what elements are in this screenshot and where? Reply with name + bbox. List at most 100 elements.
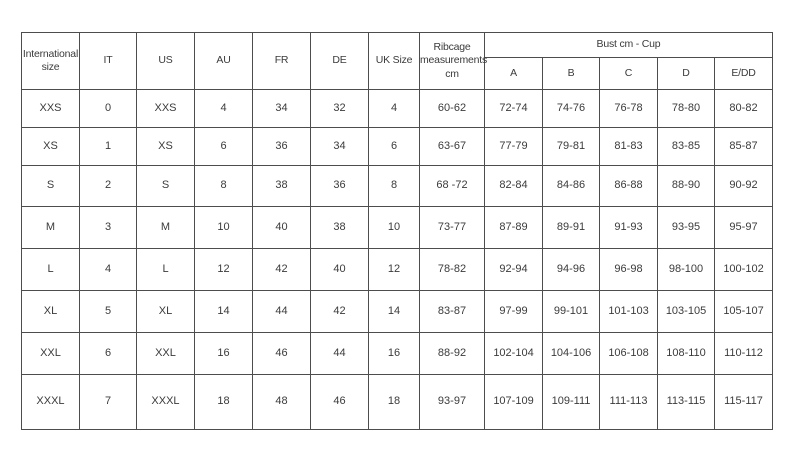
- table-cell: 107-109: [484, 374, 543, 430]
- table-cell: 87-89: [484, 206, 543, 249]
- table-cell: 14: [194, 290, 253, 333]
- table-cell: 6: [194, 127, 253, 166]
- table-cell: 32: [310, 89, 369, 128]
- table-cell: 4: [79, 248, 137, 291]
- table-cell: 42: [310, 290, 369, 333]
- col-header-cup-d: D: [657, 57, 715, 90]
- table-cell: XXL: [21, 332, 80, 375]
- table-cell: XS: [136, 127, 195, 166]
- col-header-it: IT: [79, 32, 137, 90]
- table-cell: XS: [21, 127, 80, 166]
- table-cell: 80-82: [714, 89, 773, 128]
- table-cell: 5: [79, 290, 137, 333]
- table-cell: 111-113: [599, 374, 658, 430]
- table-cell: 78-82: [419, 248, 485, 291]
- table-cell: 83-85: [657, 127, 715, 166]
- table-cell: 93-97: [419, 374, 485, 430]
- table-cell: 8: [194, 165, 253, 207]
- table-cell: 40: [310, 248, 369, 291]
- table-cell: 108-110: [657, 332, 715, 375]
- table-cell: 38: [252, 165, 311, 207]
- table-cell: XXXL: [136, 374, 195, 430]
- table-cell: 18: [194, 374, 253, 430]
- table-cell: 12: [368, 248, 420, 291]
- table-cell: 106-108: [599, 332, 658, 375]
- table-cell: 82-84: [484, 165, 543, 207]
- table-cell: 115-117: [714, 374, 773, 430]
- table-cell: 16: [194, 332, 253, 375]
- table-cell: XL: [136, 290, 195, 333]
- table-cell: 36: [252, 127, 311, 166]
- col-header-bust-cup-group: Bust cm - Cup: [484, 32, 773, 58]
- table-cell: 4: [368, 89, 420, 128]
- table-cell: 18: [368, 374, 420, 430]
- table-row: S 2 S 8 38 36 8 68 -72 82-84 84-86 86-88 88-90 90-92: [21, 165, 773, 207]
- table-cell: 77-79: [484, 127, 543, 166]
- table-cell: 81-83: [599, 127, 658, 166]
- table-cell: 44: [310, 332, 369, 375]
- table-cell: XL: [21, 290, 80, 333]
- table-cell: S: [21, 165, 80, 207]
- table-cell: 98-100: [657, 248, 715, 291]
- col-header-de: DE: [310, 32, 369, 90]
- table-cell: 8: [368, 165, 420, 207]
- table-header: International size IT US AU FR DE UK Siz…: [21, 32, 773, 90]
- header-row-group: International size IT US AU FR DE UK Siz…: [21, 32, 773, 90]
- table-cell: 74-76: [542, 89, 600, 128]
- table-body: XXS 0 XXS 4 34 32 4 60-62 72-74 74-76 76-78 78-80 80…: [21, 89, 773, 430]
- table-cell: 92-94: [484, 248, 543, 291]
- table-cell: S: [136, 165, 195, 207]
- table-cell: 104-106: [542, 332, 600, 375]
- table-cell: 4: [194, 89, 253, 128]
- table-cell: 105-107: [714, 290, 773, 333]
- table-cell: 91-93: [599, 206, 658, 249]
- col-header-ribcage: Ribcage measurements cm: [419, 32, 487, 90]
- table-cell: 6: [79, 332, 137, 375]
- table-cell: 10: [368, 206, 420, 249]
- table-cell: 40: [252, 206, 311, 249]
- col-header-au: AU: [194, 32, 253, 90]
- table-cell: 42: [252, 248, 311, 291]
- table-cell: 85-87: [714, 127, 773, 166]
- header-row-cups: A B C D E/DD: [22, 57, 773, 90]
- table-cell: 78-80: [657, 89, 715, 128]
- table-cell: M: [136, 206, 195, 249]
- table-cell: 88-92: [419, 332, 485, 375]
- table-cell: 6: [368, 127, 420, 166]
- table-cell: 0: [79, 89, 137, 128]
- table-cell: 86-88: [599, 165, 658, 207]
- table-cell: 34: [310, 127, 369, 166]
- col-header-international-size: International size: [21, 32, 80, 90]
- table-cell: 1: [79, 127, 137, 166]
- table-cell: 97-99: [484, 290, 543, 333]
- table-cell: 96-98: [599, 248, 658, 291]
- table-cell: 46: [310, 374, 369, 430]
- col-header-cup-b: B: [542, 57, 600, 90]
- table-cell: XXXL: [21, 374, 80, 430]
- table-cell: 102-104: [484, 332, 543, 375]
- table-cell: 73-77: [419, 206, 485, 249]
- table-cell: 84-86: [542, 165, 600, 207]
- table-cell: 14: [368, 290, 420, 333]
- size-chart-table: International size IT US AU FR DE UK Siz…: [21, 32, 773, 430]
- table-cell: 10: [194, 206, 253, 249]
- col-header-cup-c: C: [599, 57, 658, 90]
- table-row: XXXL 7 XXXL 18 48 46 18 93-97 107-109 109-111 111-…: [21, 374, 773, 430]
- table-cell: 63-67: [419, 127, 485, 166]
- table-cell: 72-74: [484, 89, 543, 128]
- table-cell: 38: [310, 206, 369, 249]
- table-cell: XXS: [136, 89, 195, 128]
- table-cell: 36: [310, 165, 369, 207]
- table-cell: 3: [79, 206, 137, 249]
- table-cell: 79-81: [542, 127, 600, 166]
- table-row: XXL 6 XXL 16 46 44 16 88-92 102-104 104-106 106-10…: [21, 332, 773, 375]
- table-cell: 34: [252, 89, 311, 128]
- table-row: M 3 M 10 40 38 10 73-77 87-89 89-91 91-93 93-95 95-9…: [21, 206, 773, 249]
- table-cell: 110-112: [714, 332, 773, 375]
- table-cell: 95-97: [714, 206, 773, 249]
- col-header-cup-a: A: [484, 57, 543, 90]
- table-cell: 109-111: [542, 374, 600, 430]
- table-cell: 60-62: [419, 89, 485, 128]
- table-cell: 113-115: [657, 374, 715, 430]
